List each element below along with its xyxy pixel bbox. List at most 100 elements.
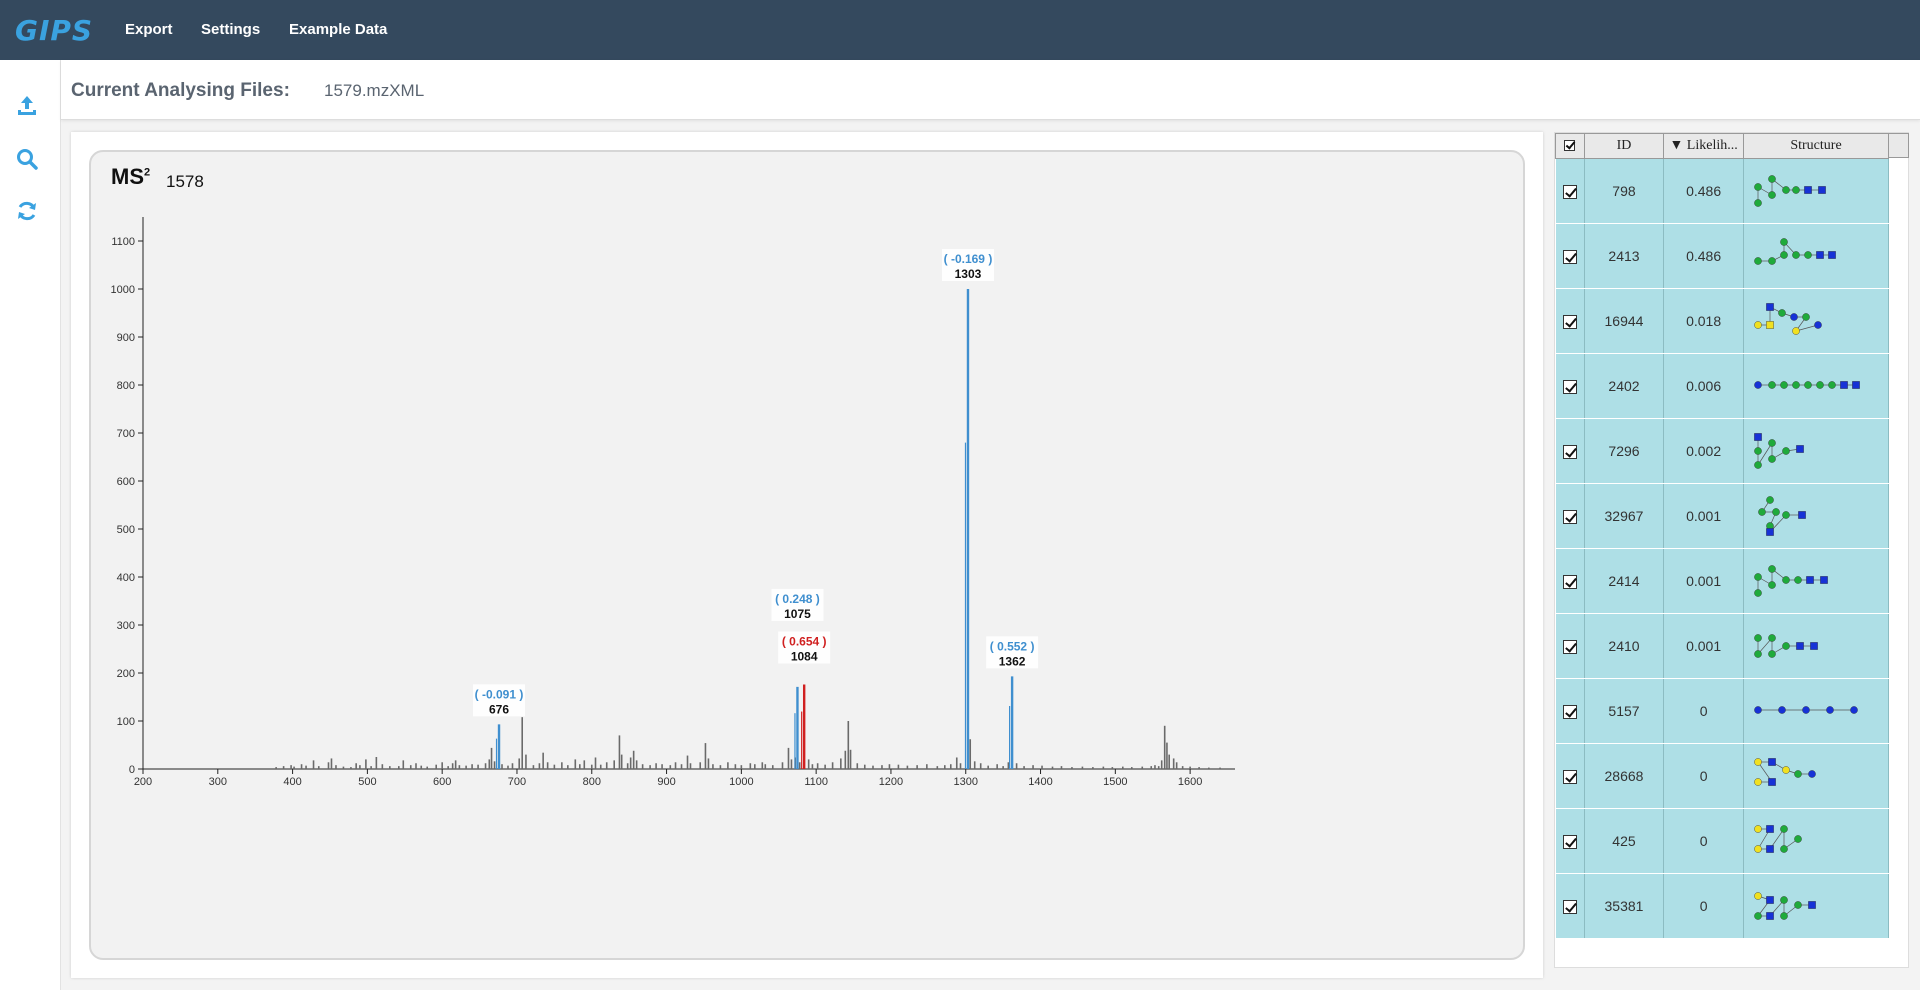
row-checkbox[interactable] [1562, 185, 1577, 200]
column-header-id[interactable]: ID [1583, 133, 1665, 159]
row-likelihood: 0.001 [1663, 613, 1745, 679]
app-logo[interactable]: GIPS [15, 14, 94, 47]
table-row[interactable]: 28668 0 [1555, 743, 1889, 809]
row-checkbox[interactable] [1562, 835, 1577, 850]
y-tick-label: 300 [117, 620, 135, 632]
x-tick-label: 1400 [1028, 776, 1052, 788]
row-select-cell[interactable] [1555, 288, 1585, 354]
row-structure[interactable] [1743, 288, 1889, 354]
row-id: 2410 [1583, 613, 1665, 679]
row-likelihood: 0 [1663, 678, 1745, 744]
table-row[interactable]: 2413 0.486 [1555, 223, 1889, 289]
select-all-header[interactable] [1555, 133, 1585, 159]
row-checkbox[interactable] [1562, 510, 1577, 525]
peak-delta-label: ( -0.169 ) [944, 252, 993, 266]
peak-label-box [473, 684, 526, 717]
peak-mz-label: 1075 [784, 607, 811, 621]
peak-mz-label: 1362 [999, 654, 1026, 668]
row-select-cell[interactable] [1555, 678, 1585, 744]
spectrum-plot[interactable]: 0 100 200 300 400 500 600 700 800 900 1000 1100 200 3… [91, 152, 1523, 958]
menu-export[interactable]: Export [125, 21, 173, 38]
row-id: 32967 [1583, 483, 1665, 549]
row-select-cell[interactable] [1555, 808, 1585, 874]
y-tick-label: 800 [117, 380, 135, 392]
menu-settings[interactable]: Settings [201, 21, 261, 38]
row-likelihood: 0.001 [1663, 483, 1745, 549]
row-id: 28668 [1583, 743, 1665, 809]
row-checkbox[interactable] [1562, 705, 1577, 720]
row-structure[interactable] [1743, 613, 1889, 679]
table-row[interactable]: 2414 0.001 [1555, 548, 1889, 614]
row-checkbox[interactable] [1562, 380, 1577, 395]
row-structure[interactable] [1743, 808, 1889, 874]
table-row[interactable]: 7296 0.002 [1555, 418, 1889, 484]
x-tick-label: 1300 [953, 776, 977, 788]
table-row[interactable]: 5157 0 [1555, 678, 1889, 744]
upload-button[interactable] [14, 93, 40, 119]
menu-example-data[interactable]: Example Data [289, 21, 388, 38]
row-structure[interactable] [1743, 158, 1889, 224]
glycan-structure-icon [1754, 237, 1836, 265]
row-checkbox[interactable] [1562, 770, 1577, 785]
row-checkbox[interactable] [1562, 575, 1577, 590]
table-row[interactable]: 798 0.486 [1555, 158, 1889, 224]
glycan-structure-icon [1754, 824, 1802, 853]
search-icon [17, 149, 38, 170]
row-select-cell[interactable] [1555, 548, 1585, 614]
table-row[interactable]: 32967 0.001 [1555, 483, 1889, 549]
candidate-table-panel: ID ▼ Likelih... Structure 798 0.486 2413 0.… [1554, 132, 1909, 968]
row-checkbox[interactable] [1562, 250, 1577, 265]
peak-delta-label: ( -0.091 ) [475, 687, 524, 701]
upload-icon [18, 96, 36, 115]
table-row[interactable]: 16944 0.018 [1555, 288, 1889, 354]
table-row[interactable]: 2410 0.001 [1555, 613, 1889, 679]
row-structure[interactable] [1743, 483, 1889, 549]
table-row[interactable]: 425 0 [1555, 808, 1889, 874]
y-tick-label: 100 [117, 716, 135, 728]
y-tick-label: 0 [129, 764, 135, 776]
row-id: 798 [1583, 158, 1665, 224]
glycan-structure-icon [1754, 432, 1804, 469]
row-likelihood: 0.002 [1663, 418, 1745, 484]
row-select-cell[interactable] [1555, 418, 1585, 484]
row-select-cell[interactable] [1555, 158, 1585, 224]
column-header-likelihood[interactable]: ▼ Likelih... [1663, 133, 1745, 159]
file-header: Current Analysing Files: 1579.mzXML [61, 60, 1920, 120]
x-tick-label: 200 [134, 776, 152, 788]
x-tick-label: 900 [657, 776, 675, 788]
select-all-checkbox[interactable] [1564, 140, 1576, 152]
row-structure[interactable] [1743, 353, 1889, 419]
row-id: 425 [1583, 808, 1665, 874]
refresh-button[interactable] [14, 198, 40, 224]
row-select-cell[interactable] [1555, 613, 1585, 679]
glycan-structure-icon [1754, 891, 1816, 920]
row-structure[interactable] [1743, 873, 1889, 939]
row-select-cell[interactable] [1555, 743, 1585, 809]
row-select-cell[interactable] [1555, 873, 1585, 939]
row-checkbox[interactable] [1562, 315, 1577, 330]
row-structure[interactable] [1743, 418, 1889, 484]
table-row[interactable]: 2402 0.006 [1555, 353, 1889, 419]
peak-label-box [986, 636, 1039, 669]
row-checkbox[interactable] [1562, 900, 1577, 915]
row-structure[interactable] [1743, 743, 1889, 809]
glycan-structure-icon [1754, 564, 1828, 597]
row-structure[interactable] [1743, 223, 1889, 289]
x-tick-label: 600 [433, 776, 451, 788]
row-structure[interactable] [1743, 548, 1889, 614]
candidate-table: ID ▼ Likelih... Structure 798 0.486 2413 0.… [1555, 133, 1889, 939]
row-select-cell[interactable] [1555, 223, 1585, 289]
row-checkbox[interactable] [1562, 445, 1577, 460]
row-checkbox[interactable] [1562, 640, 1577, 655]
refresh-icon [18, 201, 36, 221]
row-structure[interactable] [1743, 678, 1889, 744]
y-tick-label: 1100 [111, 236, 135, 248]
peak-label-box [778, 631, 831, 664]
row-select-cell[interactable] [1555, 483, 1585, 549]
table-row[interactable]: 35381 0 [1555, 873, 1889, 939]
row-select-cell[interactable] [1555, 353, 1585, 419]
column-header-structure[interactable]: Structure [1743, 133, 1889, 159]
row-id: 16944 [1583, 288, 1665, 354]
x-tick-label: 300 [209, 776, 227, 788]
search-button[interactable] [14, 146, 40, 172]
